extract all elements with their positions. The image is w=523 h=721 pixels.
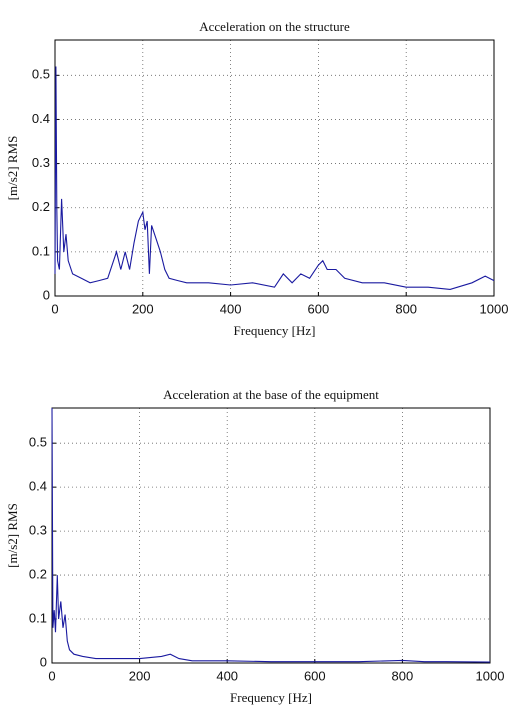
x-tick-label: 600 <box>304 668 326 683</box>
y-tick-label: 0 <box>43 287 50 302</box>
y-tick-label: 0.5 <box>29 435 47 450</box>
x-tick-label: 200 <box>129 668 151 683</box>
x-tick-label: 400 <box>216 668 238 683</box>
chart-title: Acceleration at the base of the equipmen… <box>163 387 379 402</box>
y-tick-label: 0.3 <box>29 523 47 538</box>
y-tick-label: 0.4 <box>29 479 47 494</box>
x-axis-label: Frequency [Hz] <box>234 323 316 338</box>
y-tick-label: 0.4 <box>32 111 50 126</box>
x-axis-label: Frequency [Hz] <box>230 690 312 705</box>
data-line <box>54 66 495 290</box>
x-tick-label: 800 <box>395 301 417 316</box>
x-tick-label: 800 <box>392 668 414 683</box>
x-tick-label: 200 <box>132 301 154 316</box>
y-tick-label: 0 <box>40 654 47 669</box>
y-tick-label: 0.1 <box>32 243 50 258</box>
y-tick-label: 0.2 <box>29 567 47 582</box>
plot-frame <box>54 39 495 297</box>
x-tick-label: 0 <box>48 668 55 683</box>
x-tick-label: 400 <box>220 301 242 316</box>
y-axis-label: [m/s2] RMS <box>5 503 20 568</box>
x-tick-label: 0 <box>51 301 58 316</box>
data-line <box>51 407 491 663</box>
y-tick-label: 0.2 <box>32 199 50 214</box>
x-tick-label: 1000 <box>476 668 505 683</box>
x-tick-label: 600 <box>308 301 330 316</box>
chart-title: Acceleration on the structure <box>199 19 350 34</box>
x-tick-label: 1000 <box>480 301 509 316</box>
y-tick-label: 0.1 <box>29 610 47 625</box>
y-tick-label: 0.3 <box>32 155 50 170</box>
y-axis-label: [m/s2] RMS <box>5 136 20 201</box>
plot-frame <box>51 407 491 664</box>
y-tick-label: 0.5 <box>32 67 50 82</box>
